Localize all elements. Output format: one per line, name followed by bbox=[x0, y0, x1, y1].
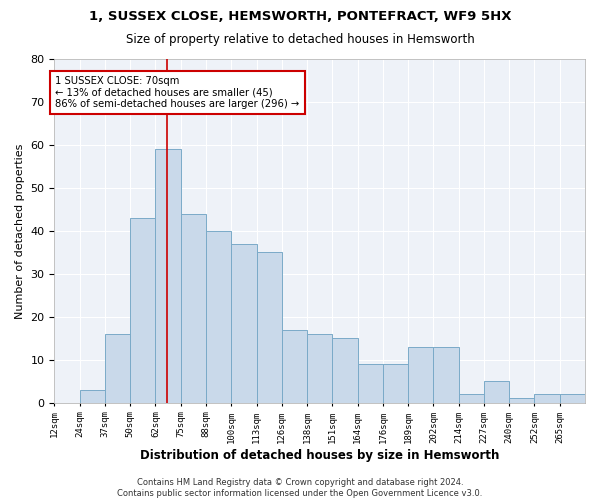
Bar bbox=[383, 364, 408, 403]
Bar bbox=[484, 381, 509, 402]
Bar bbox=[458, 394, 484, 402]
Bar bbox=[231, 244, 257, 402]
Bar bbox=[509, 398, 535, 402]
Bar bbox=[560, 394, 585, 402]
Bar bbox=[206, 231, 231, 402]
X-axis label: Distribution of detached houses by size in Hemsworth: Distribution of detached houses by size … bbox=[140, 450, 499, 462]
Bar bbox=[535, 394, 560, 402]
Bar bbox=[358, 364, 383, 403]
Bar bbox=[433, 347, 458, 403]
Text: Contains HM Land Registry data © Crown copyright and database right 2024.
Contai: Contains HM Land Registry data © Crown c… bbox=[118, 478, 482, 498]
Bar bbox=[155, 149, 181, 403]
Bar bbox=[307, 334, 332, 402]
Bar bbox=[257, 252, 282, 402]
Text: Size of property relative to detached houses in Hemsworth: Size of property relative to detached ho… bbox=[125, 32, 475, 46]
Bar bbox=[105, 334, 130, 402]
Bar bbox=[130, 218, 155, 402]
Bar bbox=[408, 347, 433, 403]
Y-axis label: Number of detached properties: Number of detached properties bbox=[15, 143, 25, 318]
Bar bbox=[181, 214, 206, 402]
Text: 1 SUSSEX CLOSE: 70sqm
← 13% of detached houses are smaller (45)
86% of semi-deta: 1 SUSSEX CLOSE: 70sqm ← 13% of detached … bbox=[55, 76, 299, 110]
Text: 1, SUSSEX CLOSE, HEMSWORTH, PONTEFRACT, WF9 5HX: 1, SUSSEX CLOSE, HEMSWORTH, PONTEFRACT, … bbox=[89, 10, 511, 23]
Bar bbox=[80, 390, 105, 402]
Bar bbox=[332, 338, 358, 402]
Bar bbox=[282, 330, 307, 402]
